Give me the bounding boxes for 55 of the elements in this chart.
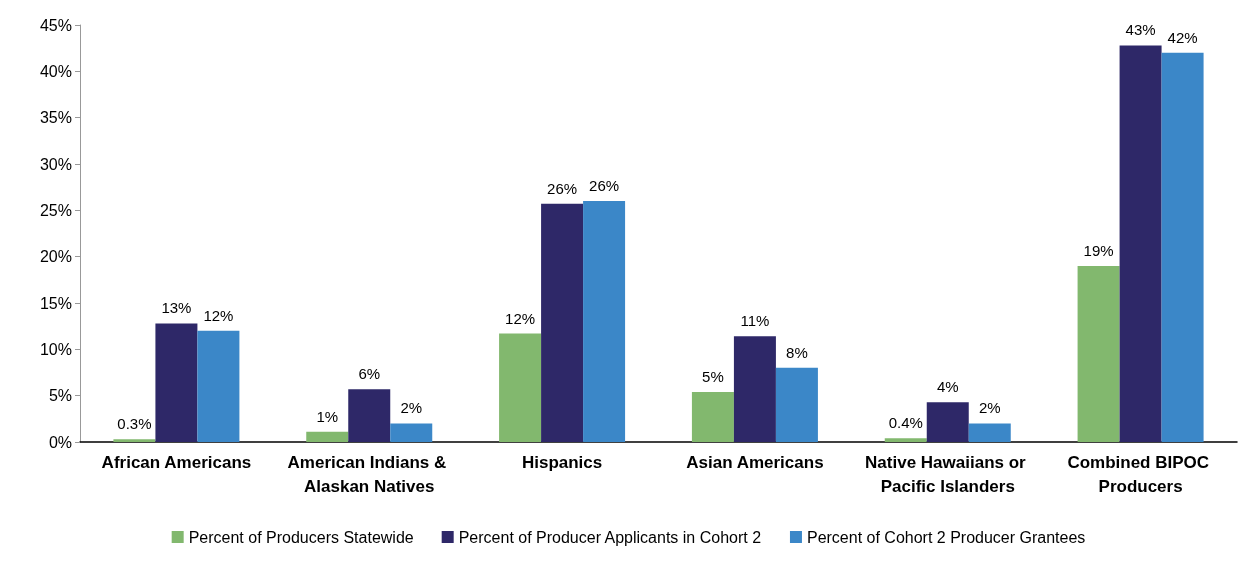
legend-label: Percent of Producer Applicants in Cohort 2 — [458, 528, 762, 546]
bar — [390, 423, 433, 442]
bar — [113, 439, 156, 442]
y-tick-label: 15% — [39, 294, 72, 312]
bar — [155, 323, 198, 442]
bar — [1119, 45, 1162, 442]
x-tick-label: American Indians & Alaskan Natives — [287, 452, 451, 496]
data-label: 11% — [740, 312, 770, 330]
data-label: 0.4% — [888, 414, 923, 432]
bar — [197, 330, 240, 442]
y-tick-label: 20% — [39, 248, 72, 266]
data-label: 26% — [589, 177, 620, 195]
data-label: 12% — [505, 309, 536, 327]
y-tick-label: 25% — [39, 201, 72, 219]
data-label: 5% — [702, 367, 724, 385]
x-tick-label: Asian Americans — [686, 452, 824, 472]
y-tick-label: 30% — [39, 155, 72, 173]
bar — [926, 402, 969, 442]
y-tick-label: 5% — [48, 387, 72, 405]
y-tick-label: 10% — [39, 340, 72, 358]
data-label: 6% — [358, 365, 381, 383]
x-tick-label: Combined BIPOC Producers — [1067, 452, 1214, 496]
data-label: 1% — [316, 407, 339, 425]
data-label: 8% — [786, 343, 808, 361]
bar — [348, 389, 391, 442]
bar — [733, 336, 776, 442]
y-tick-label: 40% — [39, 62, 72, 80]
bar — [968, 423, 1011, 442]
y-tick-label: 0% — [48, 433, 72, 451]
bar — [775, 367, 818, 442]
data-label: 12% — [203, 306, 234, 324]
x-tick-label: African Americans — [101, 452, 252, 472]
data-label: 19% — [1083, 241, 1114, 259]
bar — [306, 431, 349, 442]
data-label: 0.3% — [117, 415, 152, 433]
data-label: 4% — [936, 378, 959, 396]
legend-label: Percent of Producers Statewide — [188, 528, 414, 546]
data-label: 43% — [1125, 21, 1156, 39]
bar — [499, 333, 542, 442]
y-tick-label: 35% — [39, 109, 72, 127]
y-tick-label: 45% — [39, 16, 72, 34]
data-label: 26% — [547, 179, 578, 197]
bar — [691, 391, 734, 442]
legend-label: Percent of Cohort 2 Producer Grantees — [806, 528, 1086, 546]
x-tick-label: Hispanics — [521, 452, 603, 472]
bar — [1077, 265, 1120, 442]
bar — [583, 201, 626, 442]
bar — [541, 203, 584, 442]
bar — [884, 438, 927, 442]
data-label: 2% — [400, 399, 423, 417]
bar — [1161, 52, 1204, 442]
data-label: 13% — [161, 299, 192, 317]
data-label: 2% — [978, 399, 1001, 417]
x-tick-label: Native Hawaiians or Pacific Islanders — [865, 452, 1031, 496]
data-label: 42% — [1167, 28, 1198, 46]
